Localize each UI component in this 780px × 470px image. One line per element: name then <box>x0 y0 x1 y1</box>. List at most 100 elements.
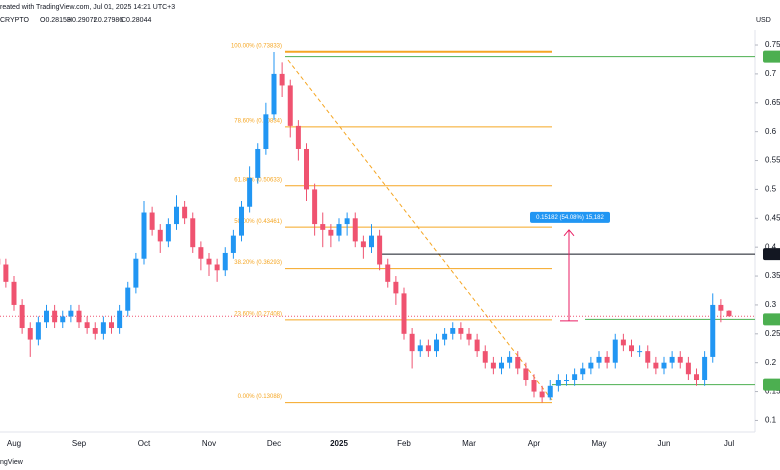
candle-body <box>206 258 212 265</box>
y-tick-label: 0.1 <box>765 416 777 425</box>
candle-body <box>531 380 537 392</box>
fib-label: 38.20% (0.36293) <box>234 260 282 266</box>
candle-body <box>612 339 618 363</box>
candle-body <box>425 345 431 352</box>
y-tick-label: 0.25 <box>765 329 780 338</box>
candle-body <box>100 322 106 334</box>
candle-body <box>76 310 82 323</box>
candle-body <box>653 362 659 369</box>
candle-body <box>312 189 318 225</box>
candle-body <box>247 177 253 207</box>
candle-body <box>27 328 33 340</box>
candle-body <box>474 339 480 352</box>
candle-body <box>328 229 334 236</box>
symbol: CRYPTO <box>0 17 29 24</box>
level-tag <box>763 50 780 63</box>
candle-body <box>515 356 521 369</box>
y-tick-label: 0.7 <box>765 69 777 78</box>
x-tick-label: Jun <box>658 439 671 448</box>
candle-body <box>677 356 683 363</box>
candle-body <box>369 235 374 248</box>
candle-body <box>190 218 196 248</box>
measure-label: 0.15182 (54.08%) 15,182 <box>536 215 604 221</box>
x-tick-label: Aug <box>7 439 21 448</box>
y-tick-label: 0.4 <box>765 242 777 251</box>
candle-body <box>564 380 569 382</box>
measure-box <box>530 211 610 223</box>
trend-line <box>287 59 553 401</box>
candle-body <box>52 310 58 323</box>
candle-body <box>222 252 228 271</box>
candle-body <box>523 368 529 381</box>
candle-body <box>133 258 139 288</box>
fib-label: 23.60% (0.27408) <box>234 311 282 317</box>
candle-body <box>466 333 472 340</box>
y-tick-label: 0.5 <box>765 185 777 194</box>
level-tag <box>763 313 780 326</box>
candle-body <box>11 281 17 305</box>
candle-body <box>645 351 651 363</box>
candle-body <box>336 224 342 236</box>
candle-body <box>287 85 293 126</box>
candle-body <box>434 339 439 352</box>
candle-body <box>718 304 724 311</box>
ohlc-value: O0.28153 <box>40 17 71 24</box>
candle-body <box>490 362 496 369</box>
candle-body <box>35 322 41 340</box>
y-tick-label: 0.75 <box>765 40 780 49</box>
candle-body <box>360 241 366 248</box>
candle-body <box>239 206 244 236</box>
candle-body <box>596 356 602 363</box>
candle-body <box>165 224 171 242</box>
level-tag <box>763 378 780 391</box>
y-tick-label: 0.3 <box>765 300 777 309</box>
fib-label: 100.00% (0.73833) <box>231 43 282 49</box>
x-tick-label: Dec <box>267 439 281 448</box>
candle-body <box>580 368 586 375</box>
candle-body <box>19 304 25 329</box>
candle-body <box>198 247 204 259</box>
candle-body <box>458 328 464 334</box>
candle-body <box>44 310 49 323</box>
x-tick-label: May <box>591 439 606 448</box>
candle-body <box>271 73 277 115</box>
candle-body <box>84 322 90 329</box>
candle-body <box>726 310 732 317</box>
y-tick-label: 0.6 <box>765 127 777 136</box>
y-tick-label: 0.45 <box>765 213 780 222</box>
y-tick-label: 0.15 <box>765 387 780 396</box>
candle-body <box>482 351 488 363</box>
ohlc-value: C0.28044 <box>121 17 151 24</box>
candle-body <box>68 310 74 317</box>
candle-body <box>60 316 66 323</box>
candle-body <box>279 73 285 86</box>
y-tick-label: 0.65 <box>765 98 780 107</box>
candle-body <box>572 374 578 381</box>
x-tick-label: Feb <box>397 439 411 448</box>
fib-label: 50.00% (0.43461) <box>234 219 282 225</box>
candle-body <box>710 304 716 357</box>
candle-body <box>182 206 188 219</box>
level-tag <box>763 248 780 261</box>
candle-body <box>125 287 131 311</box>
x-tick-label: Jul <box>724 439 734 448</box>
header: reated with TradingView.com, Jul 01, 202… <box>0 4 175 11</box>
candle-body <box>685 362 691 375</box>
candle-body <box>295 125 301 149</box>
candle-body <box>344 218 350 225</box>
candle-body <box>352 218 358 242</box>
candle-body <box>377 235 383 265</box>
candle-body <box>3 264 9 282</box>
x-tick-label: 2025 <box>330 439 348 448</box>
candle-body <box>417 345 423 352</box>
candle-body <box>117 310 123 329</box>
candle-body <box>669 356 675 363</box>
candle-body <box>409 333 415 352</box>
candle-body <box>620 339 626 346</box>
candle-body <box>263 114 269 149</box>
candle-body <box>694 374 699 381</box>
candle-body <box>393 281 399 294</box>
candle-body <box>109 322 114 329</box>
candle-body <box>702 356 708 381</box>
